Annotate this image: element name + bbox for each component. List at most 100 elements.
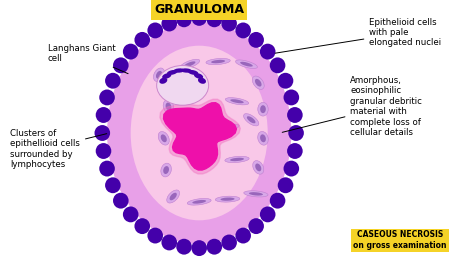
Ellipse shape xyxy=(236,60,257,68)
Ellipse shape xyxy=(99,89,115,105)
Ellipse shape xyxy=(248,32,264,48)
Ellipse shape xyxy=(204,148,213,155)
Ellipse shape xyxy=(159,78,167,84)
Ellipse shape xyxy=(131,46,268,220)
Ellipse shape xyxy=(278,73,293,89)
Ellipse shape xyxy=(221,235,237,250)
Ellipse shape xyxy=(206,59,230,65)
Ellipse shape xyxy=(240,62,253,66)
Text: Amorphous,
eosinophilic
granular debritic
material with
complete loss of
cellula: Amorphous, eosinophilic granular debriti… xyxy=(282,76,422,137)
Ellipse shape xyxy=(248,218,264,234)
Ellipse shape xyxy=(253,161,264,174)
Ellipse shape xyxy=(260,105,266,113)
Ellipse shape xyxy=(163,166,169,174)
Ellipse shape xyxy=(192,200,206,204)
Ellipse shape xyxy=(221,126,234,130)
Ellipse shape xyxy=(287,107,303,123)
Ellipse shape xyxy=(207,239,222,255)
Ellipse shape xyxy=(283,89,299,105)
Ellipse shape xyxy=(176,239,192,255)
Polygon shape xyxy=(160,99,240,174)
Ellipse shape xyxy=(260,134,266,142)
Polygon shape xyxy=(164,103,237,170)
Ellipse shape xyxy=(170,193,177,200)
Ellipse shape xyxy=(113,193,128,209)
Ellipse shape xyxy=(162,73,172,79)
Ellipse shape xyxy=(158,131,169,145)
Ellipse shape xyxy=(270,193,285,209)
Ellipse shape xyxy=(191,10,207,26)
Ellipse shape xyxy=(258,102,268,116)
Ellipse shape xyxy=(147,23,163,38)
Ellipse shape xyxy=(196,116,203,123)
Ellipse shape xyxy=(288,125,304,141)
Ellipse shape xyxy=(255,164,261,171)
Ellipse shape xyxy=(167,190,180,203)
Ellipse shape xyxy=(180,59,200,69)
Ellipse shape xyxy=(221,16,237,31)
Ellipse shape xyxy=(165,103,172,110)
Ellipse shape xyxy=(156,65,209,105)
Text: Clusters of
epithellioid cells
surrounded by
lymphocytes: Clusters of epithellioid cells surrounde… xyxy=(10,129,107,169)
Ellipse shape xyxy=(230,99,244,103)
Ellipse shape xyxy=(156,71,162,79)
Ellipse shape xyxy=(201,146,216,158)
Ellipse shape xyxy=(260,206,275,222)
Ellipse shape xyxy=(236,228,251,243)
Ellipse shape xyxy=(161,163,172,177)
Text: Epithelioid cells
with pale
elongated nuclei: Epithelioid cells with pale elongated nu… xyxy=(275,18,441,53)
Ellipse shape xyxy=(113,57,128,73)
Ellipse shape xyxy=(260,44,275,60)
Ellipse shape xyxy=(162,16,177,31)
Ellipse shape xyxy=(220,198,235,201)
Ellipse shape xyxy=(123,44,138,60)
Ellipse shape xyxy=(287,143,303,159)
Ellipse shape xyxy=(211,60,225,63)
Ellipse shape xyxy=(184,61,195,67)
Ellipse shape xyxy=(105,73,121,89)
Ellipse shape xyxy=(107,22,292,244)
Ellipse shape xyxy=(198,78,206,84)
Ellipse shape xyxy=(283,161,299,177)
Ellipse shape xyxy=(215,196,240,202)
Text: CASEOUS NECROSIS
on gross examination: CASEOUS NECROSIS on gross examination xyxy=(353,230,447,250)
Ellipse shape xyxy=(193,113,206,126)
Ellipse shape xyxy=(216,124,239,131)
Ellipse shape xyxy=(194,73,203,79)
Ellipse shape xyxy=(249,192,263,196)
Text: GRANULOMA: GRANULOMA xyxy=(154,3,244,16)
Ellipse shape xyxy=(225,156,249,163)
Ellipse shape xyxy=(278,177,293,193)
Ellipse shape xyxy=(147,228,163,243)
Ellipse shape xyxy=(247,116,255,123)
Ellipse shape xyxy=(99,161,115,177)
Ellipse shape xyxy=(135,218,150,234)
Ellipse shape xyxy=(105,177,121,193)
Ellipse shape xyxy=(96,107,111,123)
Ellipse shape xyxy=(123,206,138,222)
Ellipse shape xyxy=(187,198,211,205)
Ellipse shape xyxy=(167,70,177,75)
Ellipse shape xyxy=(188,70,198,75)
Ellipse shape xyxy=(135,32,150,48)
Ellipse shape xyxy=(258,131,268,145)
Ellipse shape xyxy=(244,114,259,126)
Ellipse shape xyxy=(191,240,207,256)
Ellipse shape xyxy=(181,68,192,73)
Ellipse shape xyxy=(162,235,177,250)
Ellipse shape xyxy=(96,143,111,159)
Ellipse shape xyxy=(180,86,190,100)
Ellipse shape xyxy=(94,125,110,141)
Ellipse shape xyxy=(225,98,249,105)
Ellipse shape xyxy=(182,89,188,97)
Ellipse shape xyxy=(161,134,167,142)
Ellipse shape xyxy=(154,68,164,82)
Ellipse shape xyxy=(255,79,262,86)
Ellipse shape xyxy=(244,191,268,197)
Ellipse shape xyxy=(173,68,185,73)
Ellipse shape xyxy=(207,11,222,27)
Text: Langhans Giant
cell: Langhans Giant cell xyxy=(48,44,128,74)
Ellipse shape xyxy=(270,57,285,73)
Ellipse shape xyxy=(236,23,251,38)
Ellipse shape xyxy=(176,11,192,27)
